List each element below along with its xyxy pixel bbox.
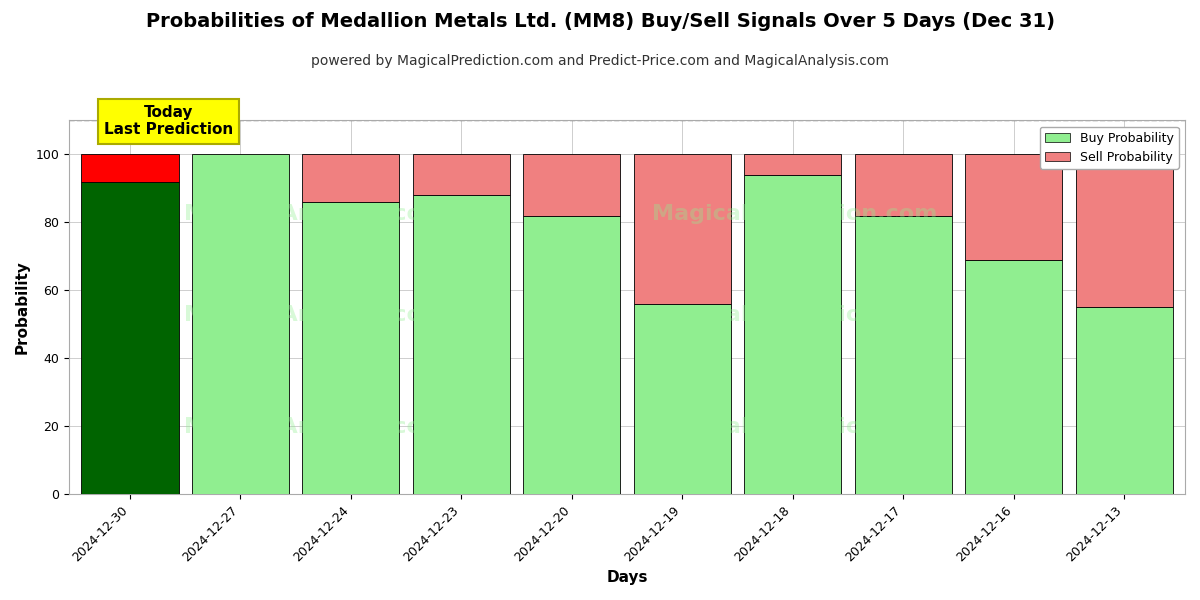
Bar [413,195,510,494]
Text: powered by MagicalPrediction.com and Predict-Price.com and MagicalAnalysis.com: powered by MagicalPrediction.com and Pre… [311,54,889,68]
Text: MagicalAnalysis.com: MagicalAnalysis.com [184,305,445,325]
Bar [854,215,952,494]
Bar [965,154,1062,260]
Text: Today
Last Prediction: Today Last Prediction [104,105,233,137]
Bar [523,215,620,494]
Text: Probabilities of Medallion Metals Ltd. (MM8) Buy/Sell Signals Over 5 Days (Dec 3: Probabilities of Medallion Metals Ltd. (… [145,12,1055,31]
Legend: Buy Probability, Sell Probability: Buy Probability, Sell Probability [1040,127,1178,169]
Bar [744,175,841,494]
Bar [854,154,952,215]
Bar [744,154,841,175]
Y-axis label: Probability: Probability [16,260,30,355]
X-axis label: Days: Days [606,570,648,585]
Bar [413,154,510,195]
Bar [965,260,1062,494]
Text: MagicalAnalysis.com: MagicalAnalysis.com [184,204,445,224]
Bar [82,182,179,494]
Text: MagicalPrediction.com: MagicalPrediction.com [652,305,937,325]
Text: MagicalPrediction.com: MagicalPrediction.com [652,417,937,437]
Bar [1075,307,1172,494]
Bar [634,304,731,494]
Text: MagicalPrediction.com: MagicalPrediction.com [652,204,937,224]
Bar [523,154,620,215]
Bar [634,154,731,304]
Text: MagicalAnalysis.com: MagicalAnalysis.com [184,417,445,437]
Bar [302,154,400,202]
Bar [82,154,179,182]
Bar [302,202,400,494]
Bar [1075,154,1172,307]
Bar [192,154,289,494]
